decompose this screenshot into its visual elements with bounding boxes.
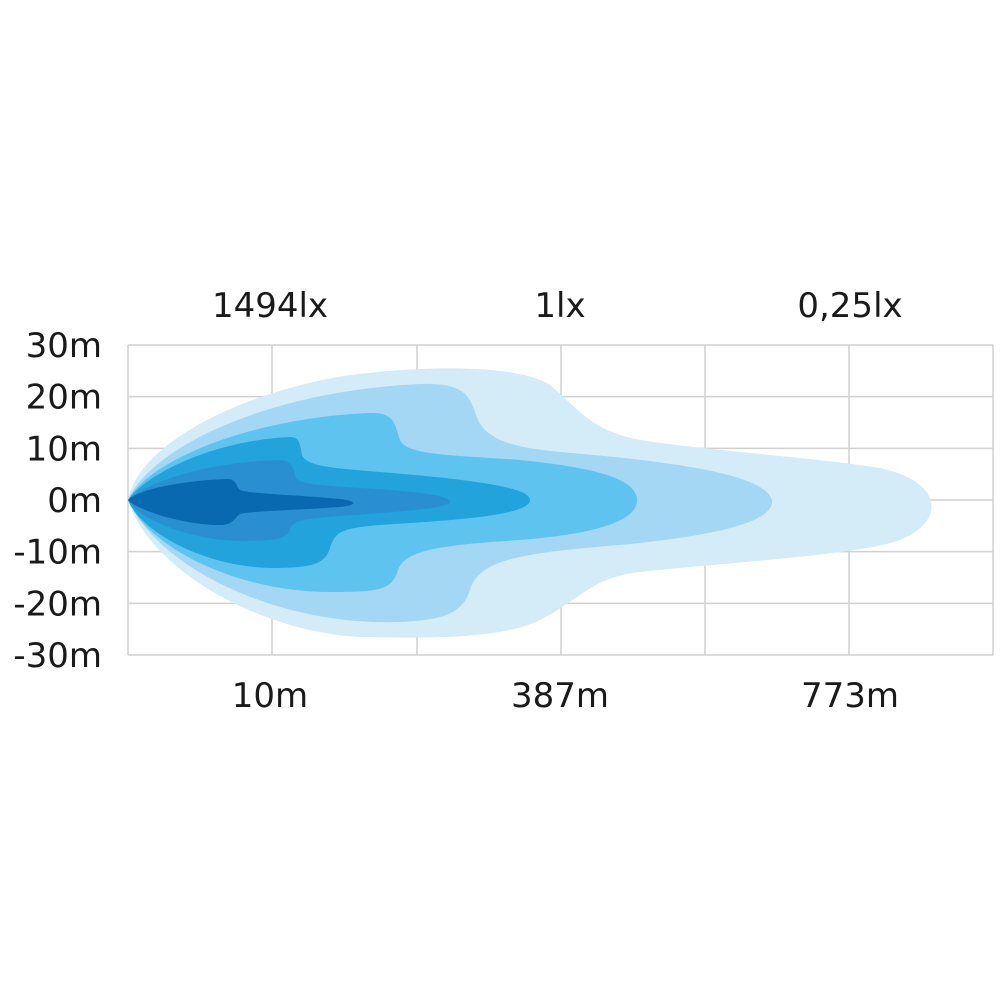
top-illuminance-labels: 1494lx 1lx 0,25lx [212,286,903,326]
contour-level-6 [128,479,354,526]
y-tick-label: 10m [26,429,102,469]
bottom-label: 387m [511,676,609,716]
top-label: 1lx [534,286,585,326]
top-label: 1494lx [212,286,328,326]
y-axis-tick-labels: 30m 20m 10m 0m -10m -20m -30m [13,326,102,676]
bottom-distance-labels: 10m 387m 773m [232,676,899,716]
top-label: 0,25lx [797,286,902,326]
y-tick-label: -10m [13,533,102,573]
bottom-label: 10m [232,676,308,716]
y-tick-label: -20m [13,584,102,624]
bottom-label: 773m [801,676,899,716]
y-tick-label: 0m [47,481,102,521]
y-tick-label: 30m [26,326,102,366]
y-tick-label: -30m [13,636,102,676]
contours [128,368,932,638]
y-tick-label: 20m [26,378,102,418]
